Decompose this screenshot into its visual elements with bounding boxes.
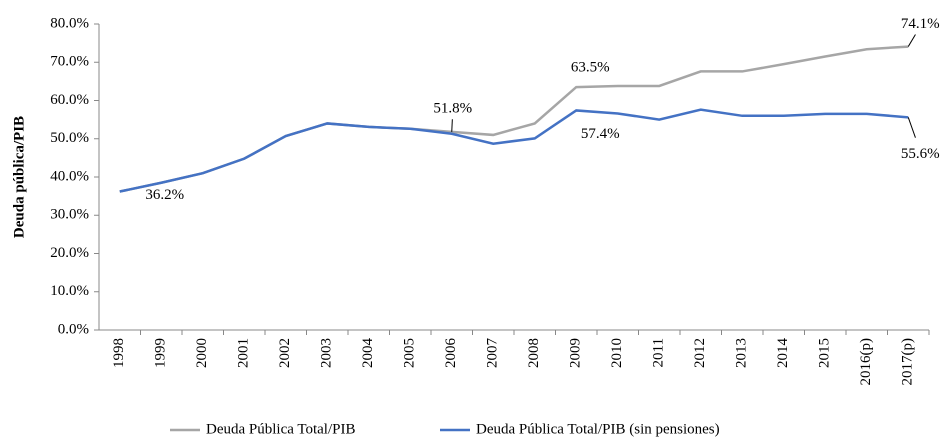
x-tick-label: 1999 xyxy=(153,338,169,368)
legend-label: Deuda Pública Total/PIB (sin pensiones) xyxy=(476,421,720,437)
x-tick-label: 2015 xyxy=(817,338,833,368)
x-tick-label: 2014 xyxy=(775,338,791,369)
y-tick-label: 0.0% xyxy=(58,321,89,337)
x-tick-label: 2000 xyxy=(194,338,210,368)
x-tick-label: 2009 xyxy=(568,338,584,368)
x-tick-label: 2004 xyxy=(360,338,376,369)
x-tick-label: 2017(p) xyxy=(900,338,916,386)
x-tick-label: 2006 xyxy=(443,338,459,369)
data-label: 51.8% xyxy=(433,100,472,116)
y-tick-label: 70.0% xyxy=(50,54,89,70)
y-tick-label: 20.0% xyxy=(50,245,89,261)
data-label: 63.5% xyxy=(571,60,610,76)
x-tick-label: 2003 xyxy=(319,338,335,368)
data-label: 74.1% xyxy=(901,16,940,32)
y-tick-label: 50.0% xyxy=(50,130,89,146)
data-label: 36.2% xyxy=(145,187,184,203)
data-label: 55.6% xyxy=(901,146,940,162)
y-tick-label: 60.0% xyxy=(50,92,89,108)
leader-line xyxy=(451,119,453,132)
x-tick-label: 2008 xyxy=(526,338,542,368)
legend-label: Deuda Pública Total/PIB xyxy=(206,421,356,437)
y-tick-label: 80.0% xyxy=(50,15,89,31)
y-tick-label: 30.0% xyxy=(50,207,89,223)
data-label: 57.4% xyxy=(581,126,620,142)
x-tick-label: 2010 xyxy=(609,338,625,368)
x-tick-label: 1998 xyxy=(111,338,127,368)
x-tick-label: 2013 xyxy=(734,338,750,368)
y-axis-title: Deuda pública/PIB xyxy=(11,116,27,238)
x-tick-label: 2002 xyxy=(277,338,293,368)
x-tick-label: 2005 xyxy=(402,338,418,368)
x-tick-label: 2012 xyxy=(692,338,708,368)
x-tick-label: 2007 xyxy=(485,338,501,369)
y-tick-label: 10.0% xyxy=(50,283,89,299)
x-tick-label: 2011 xyxy=(651,338,667,367)
line-series xyxy=(119,45,909,193)
x-tick-label: 2001 xyxy=(236,338,252,368)
leader-line xyxy=(907,117,916,138)
x-tick-label: 2016(p) xyxy=(858,338,874,386)
line-series xyxy=(119,108,909,193)
y-tick-label: 40.0% xyxy=(50,168,89,184)
leader-line xyxy=(907,34,916,47)
